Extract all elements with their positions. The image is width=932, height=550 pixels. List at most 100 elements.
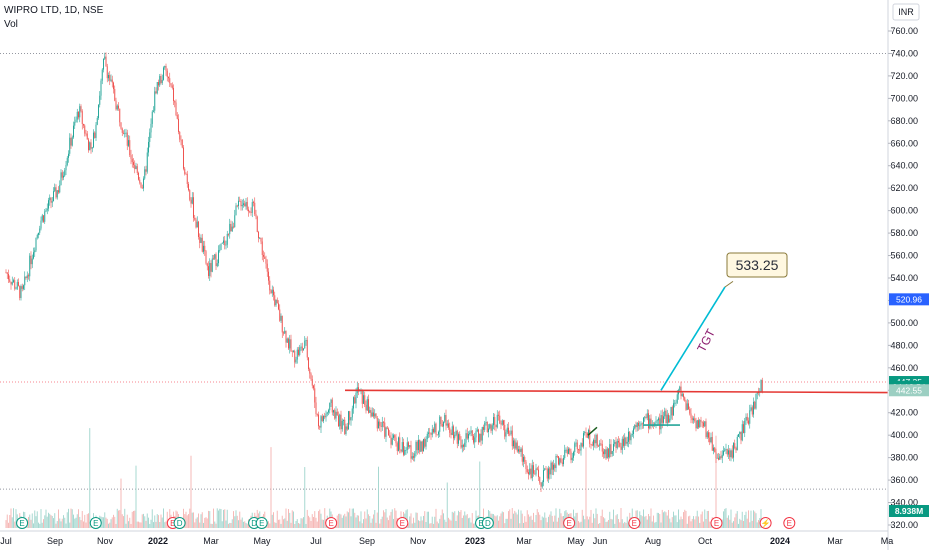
candle-body xyxy=(681,394,683,397)
volume-bar xyxy=(79,516,81,528)
candle-body xyxy=(255,214,257,217)
candle-body xyxy=(44,211,46,222)
volume-bar xyxy=(700,514,702,528)
price-tags: 520.96447.3504:13:54442.55 xyxy=(889,293,929,397)
volume-indicator-label[interactable]: Vol xyxy=(4,19,18,30)
candle-body xyxy=(538,469,539,477)
target-box xyxy=(726,252,788,278)
candle-body xyxy=(274,295,276,306)
earnings-event-marker[interactable]: E xyxy=(16,517,29,529)
volume-bar xyxy=(216,508,218,528)
candle-body xyxy=(730,450,732,458)
candle-body xyxy=(384,422,386,437)
drawings[interactable] xyxy=(344,280,889,436)
volume-bar xyxy=(689,515,691,528)
candle-body xyxy=(749,410,751,424)
volume-bar xyxy=(203,522,204,528)
candle-body xyxy=(18,282,19,286)
candle-body xyxy=(518,449,519,452)
candle-body xyxy=(350,417,352,421)
earnings-event-marker[interactable]: D xyxy=(481,517,494,529)
candle-body xyxy=(54,187,56,192)
earnings-event-marker[interactable]: E xyxy=(325,517,338,529)
candle-body xyxy=(596,434,598,446)
candle-body xyxy=(703,422,704,427)
volume-bar xyxy=(313,516,314,528)
price-tick-label: 740.00 xyxy=(890,48,918,58)
volume-bar xyxy=(425,522,427,528)
candle-body xyxy=(38,232,39,235)
candle-body xyxy=(416,441,418,451)
volume-tag-label: 8.938M xyxy=(895,506,923,516)
target-callout[interactable]: 533.25 xyxy=(726,252,788,278)
candle-body xyxy=(116,105,118,110)
volume-bar xyxy=(341,517,343,528)
earnings-event-marker[interactable]: E xyxy=(710,517,723,529)
volume-bar xyxy=(539,514,541,528)
candle-body xyxy=(445,415,447,426)
candle-body xyxy=(321,416,323,422)
volume-bar xyxy=(426,511,428,528)
time-axis[interactable]: Jul Sep Nov 2022 Mar May Jul Sep Nov 2023 Mar May Ju… xyxy=(0,536,893,546)
candle-body xyxy=(453,426,454,439)
event-markers[interactable]: E E E D D E E E E D E E E ⚡ E xyxy=(16,517,796,529)
earnings-event-marker[interactable]: E xyxy=(628,517,641,529)
volume-bar xyxy=(575,512,577,528)
candle-body xyxy=(486,421,488,433)
candle-body xyxy=(161,79,163,83)
volume-bar xyxy=(131,511,133,528)
earnings-event-marker[interactable]: E xyxy=(396,517,409,529)
volume-bar xyxy=(321,519,323,528)
candle-body xyxy=(729,450,731,458)
volume-bar xyxy=(559,508,561,528)
volume-bar xyxy=(368,514,369,528)
volume-bar xyxy=(431,516,433,528)
candle-body xyxy=(10,281,12,285)
volume-bar xyxy=(411,523,413,528)
candle-body xyxy=(241,204,243,207)
candle-body xyxy=(673,403,674,416)
candle-body xyxy=(609,444,611,458)
earnings-event-marker[interactable]: E xyxy=(563,517,576,529)
candle-body xyxy=(450,432,452,435)
candle-body xyxy=(63,175,64,178)
candle-body xyxy=(723,450,724,455)
candle-body xyxy=(573,452,574,458)
price-axis[interactable]: 760.00 740.00 720.00 700.00 680.00 660.00 640.… xyxy=(888,26,918,530)
volume-bar xyxy=(209,511,211,528)
volume-bar xyxy=(51,515,53,528)
symbol-title[interactable]: WIPRO LTD, 1D, NSE xyxy=(4,5,104,16)
candle-body xyxy=(506,427,508,433)
candle-body xyxy=(59,185,61,193)
candle-body xyxy=(685,400,687,410)
resistance-line[interactable] xyxy=(344,389,889,394)
candle-body xyxy=(633,428,634,434)
candle-body xyxy=(413,456,414,458)
volume-bar xyxy=(371,518,373,528)
earnings-event-marker[interactable]: E xyxy=(89,517,102,529)
volume-bar xyxy=(436,521,438,528)
volume-bar xyxy=(540,520,542,528)
target-projection-line[interactable] xyxy=(660,286,726,391)
earnings-event-marker[interactable]: E xyxy=(783,517,796,529)
candle-body xyxy=(704,421,706,427)
volume-bar xyxy=(198,513,199,528)
volume-bar xyxy=(41,522,43,528)
volume-bar xyxy=(626,516,628,528)
candle-body xyxy=(341,420,343,430)
candle-body xyxy=(750,407,752,411)
candle-body xyxy=(699,420,701,428)
candle-body xyxy=(176,115,178,119)
currency-box[interactable] xyxy=(892,3,920,21)
earnings-event-marker[interactable]: D xyxy=(173,517,186,529)
candle-body xyxy=(714,447,716,453)
candle-body xyxy=(728,450,729,455)
volume-bar xyxy=(586,516,588,528)
earnings-event-marker[interactable]: ⚡ xyxy=(759,517,772,529)
volume-bar xyxy=(560,513,562,528)
earnings-event-marker[interactable]: E xyxy=(255,517,268,529)
candle-body xyxy=(620,446,622,450)
candle-body xyxy=(533,465,534,474)
